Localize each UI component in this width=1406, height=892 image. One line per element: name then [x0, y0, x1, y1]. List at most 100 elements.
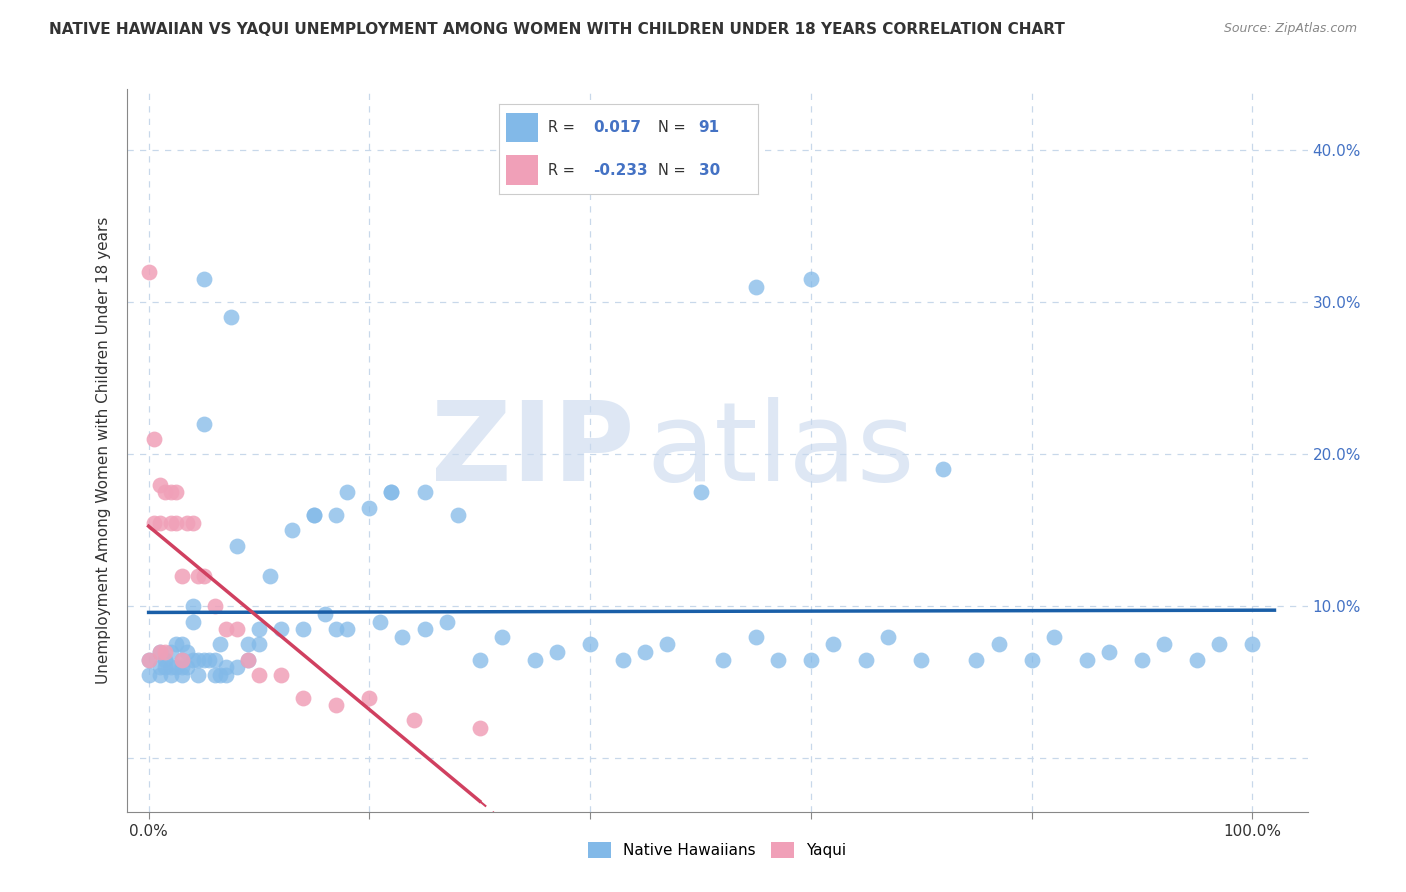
Text: atlas: atlas	[647, 397, 915, 504]
Point	[170, 660, 193, 674]
Point	[165, 485, 187, 500]
Point	[170, 637, 193, 651]
Point	[468, 721, 491, 735]
Point	[236, 652, 259, 666]
Point	[1021, 652, 1043, 666]
Point	[165, 660, 187, 674]
Point	[1185, 652, 1208, 666]
Point	[1208, 637, 1230, 651]
Point	[370, 615, 392, 629]
Point	[281, 524, 304, 538]
Point	[336, 622, 359, 636]
Point	[209, 637, 232, 651]
Text: Source: ZipAtlas.com: Source: ZipAtlas.com	[1223, 22, 1357, 36]
Point	[744, 280, 766, 294]
Point	[468, 652, 491, 666]
Point	[170, 652, 193, 666]
Text: ZIP: ZIP	[432, 397, 634, 504]
Point	[491, 630, 513, 644]
Point	[204, 599, 226, 614]
Point	[302, 508, 325, 522]
Point	[325, 622, 347, 636]
Point	[855, 652, 877, 666]
Point	[181, 599, 204, 614]
Point	[766, 652, 789, 666]
Point	[149, 477, 172, 491]
Text: NATIVE HAWAIIAN VS YAQUI UNEMPLOYMENT AMONG WOMEN WITH CHILDREN UNDER 18 YEARS C: NATIVE HAWAIIAN VS YAQUI UNEMPLOYMENT AM…	[49, 22, 1066, 37]
Point	[215, 622, 238, 636]
Point	[226, 539, 249, 553]
Point	[247, 668, 270, 682]
Point	[447, 508, 470, 522]
Point	[181, 652, 204, 666]
Point	[204, 652, 226, 666]
Point	[711, 652, 734, 666]
Point	[1130, 652, 1153, 666]
Point	[153, 485, 176, 500]
Point	[187, 668, 209, 682]
Point	[187, 652, 209, 666]
Point	[176, 660, 198, 674]
Point	[159, 660, 181, 674]
Point	[877, 630, 900, 644]
Point	[165, 516, 187, 530]
Point	[149, 645, 172, 659]
Point	[325, 698, 347, 713]
Point	[159, 516, 181, 530]
Point	[413, 485, 436, 500]
Point	[181, 516, 204, 530]
Point	[181, 615, 204, 629]
Point	[932, 462, 955, 476]
Point	[247, 637, 270, 651]
Point	[209, 668, 232, 682]
Point	[1098, 645, 1121, 659]
Point	[138, 652, 160, 666]
Point	[221, 310, 243, 325]
Point	[523, 652, 546, 666]
Point	[546, 645, 568, 659]
Point	[579, 637, 602, 651]
Point	[176, 645, 198, 659]
Point	[1241, 637, 1264, 651]
Point	[314, 607, 336, 621]
Point	[153, 652, 176, 666]
Point	[800, 652, 823, 666]
Point	[215, 660, 238, 674]
Point	[259, 569, 281, 583]
Point	[270, 668, 292, 682]
Point	[413, 622, 436, 636]
Point	[187, 569, 209, 583]
Point	[149, 668, 172, 682]
Point	[159, 668, 181, 682]
Point	[359, 690, 381, 705]
Point	[236, 652, 259, 666]
Point	[634, 645, 657, 659]
Point	[226, 660, 249, 674]
Point	[153, 660, 176, 674]
Point	[821, 637, 844, 651]
Point	[138, 265, 160, 279]
Point	[325, 508, 347, 522]
Point	[436, 615, 458, 629]
Point	[236, 637, 259, 651]
Point	[292, 690, 315, 705]
Point	[138, 652, 160, 666]
Point	[215, 668, 238, 682]
Point	[170, 652, 193, 666]
Point	[226, 622, 249, 636]
Point	[380, 485, 402, 500]
Point	[336, 485, 359, 500]
Point	[143, 432, 166, 446]
Point	[204, 668, 226, 682]
Point	[138, 668, 160, 682]
Point	[193, 569, 215, 583]
Point	[657, 637, 679, 651]
Point	[302, 508, 325, 522]
Point	[159, 645, 181, 659]
Point	[176, 516, 198, 530]
Point	[391, 630, 413, 644]
Point	[165, 637, 187, 651]
Point	[402, 714, 425, 728]
Point	[965, 652, 987, 666]
Point	[153, 645, 176, 659]
